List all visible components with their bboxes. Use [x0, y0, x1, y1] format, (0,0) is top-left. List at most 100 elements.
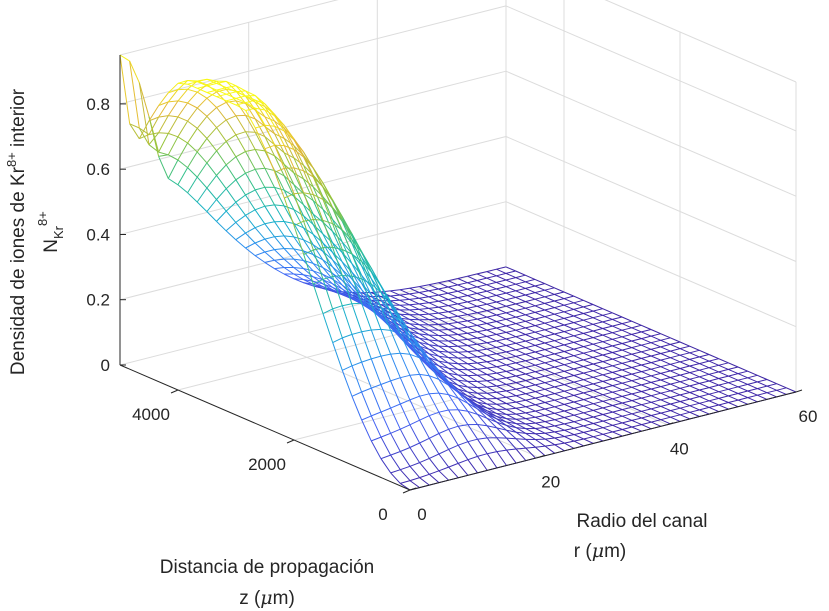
mesh-segment	[457, 332, 468, 335]
mesh-segment	[274, 268, 285, 275]
mesh-segment	[399, 309, 410, 316]
mesh-segment	[293, 184, 304, 206]
mesh-segment	[370, 304, 382, 316]
mesh-segment	[564, 388, 575, 392]
mesh-segment	[496, 279, 507, 283]
mesh-segment	[515, 399, 526, 403]
mesh-segment	[476, 292, 488, 299]
mesh-segment	[448, 462, 459, 468]
mesh-segment	[448, 362, 459, 365]
mesh-segment	[177, 88, 188, 102]
mesh-segment	[496, 437, 507, 451]
mesh-segment	[177, 120, 189, 138]
mesh-segment	[206, 92, 217, 98]
mesh-segment	[158, 154, 169, 157]
mesh-segment	[573, 394, 584, 401]
z-tick-label: 0.2	[86, 291, 110, 310]
mesh-segment	[419, 337, 430, 341]
mesh-segment	[564, 397, 575, 403]
mesh-segment	[206, 187, 217, 200]
mesh-segment	[467, 324, 478, 328]
mesh-segment	[467, 343, 478, 346]
mesh-segment	[390, 315, 401, 323]
mesh-segment	[235, 232, 246, 241]
mesh-segment	[458, 459, 469, 464]
mesh-segment	[409, 373, 420, 376]
mesh-segment	[757, 385, 768, 390]
mesh-segment	[303, 165, 314, 188]
mesh-segment	[554, 419, 565, 425]
mesh-segment	[264, 136, 275, 146]
mesh-segment	[747, 374, 758, 379]
mesh-segment	[506, 323, 516, 327]
mesh-segment	[515, 362, 526, 368]
mesh-segment	[525, 423, 536, 429]
mesh-segment	[602, 321, 613, 327]
mesh-segment	[274, 120, 285, 129]
mesh-segment	[515, 448, 527, 461]
mesh-segment	[167, 116, 179, 134]
mesh-segment	[554, 399, 565, 405]
mesh-segment	[438, 392, 449, 411]
mesh-segment	[418, 314, 430, 321]
mesh-segment	[515, 431, 527, 440]
mesh-segment	[419, 328, 430, 336]
mesh-segment	[573, 401, 584, 407]
mesh-segment	[467, 459, 479, 474]
z-axis-label-prefix: Densidad de iones de Kr	[8, 166, 29, 375]
mesh-segment	[447, 323, 459, 329]
mesh-segment	[187, 107, 198, 122]
mesh-segment	[554, 351, 565, 355]
mesh-segment	[641, 357, 652, 364]
mesh-segment	[515, 287, 526, 292]
mesh-segment	[419, 290, 429, 293]
mesh-segment	[544, 300, 555, 304]
mesh-segment	[351, 396, 363, 421]
mesh-segment	[651, 421, 662, 427]
mesh-segment	[592, 321, 603, 325]
mesh-segment	[448, 449, 459, 464]
mesh-segment	[341, 218, 353, 240]
mesh-segment	[621, 347, 632, 351]
mesh-segment	[592, 363, 604, 369]
mesh-segment	[737, 379, 748, 385]
mesh-segment	[390, 353, 401, 378]
mesh-segment	[370, 300, 382, 313]
mesh-segment	[332, 276, 343, 306]
mesh-segment	[283, 128, 295, 146]
mesh-segment	[255, 99, 266, 105]
mesh-segment	[496, 301, 507, 307]
mesh-segment	[622, 409, 633, 415]
mesh-segment	[477, 424, 488, 427]
mesh-segment	[264, 144, 275, 150]
mesh-segment	[332, 272, 343, 286]
mesh-segment	[535, 395, 546, 399]
mesh-segment	[129, 123, 140, 129]
mesh-segment	[351, 294, 362, 303]
mesh-segment	[535, 416, 546, 423]
mesh-segment	[534, 309, 545, 313]
mesh-segment	[505, 303, 516, 307]
mesh-segment	[283, 137, 295, 147]
mesh-segment	[332, 266, 343, 276]
mesh-segment	[602, 387, 613, 393]
mesh-segment	[293, 248, 304, 252]
mesh-segment	[651, 408, 662, 414]
mesh-segment	[622, 380, 632, 384]
mesh-segment	[573, 315, 584, 321]
mesh-segment	[390, 428, 401, 434]
mesh-segment	[457, 409, 469, 425]
mesh-segment	[650, 329, 661, 335]
mesh-segment	[593, 376, 604, 382]
mesh-segment	[467, 399, 478, 410]
mesh-segment	[457, 339, 468, 346]
mesh-segment	[448, 321, 458, 325]
mesh-segment	[274, 187, 285, 207]
mesh-segment	[554, 403, 565, 408]
mesh-segment	[429, 470, 440, 475]
mesh-segment	[554, 340, 565, 346]
mesh-segment	[419, 337, 430, 346]
mesh-segment	[457, 282, 468, 286]
mesh-segment	[525, 338, 536, 342]
